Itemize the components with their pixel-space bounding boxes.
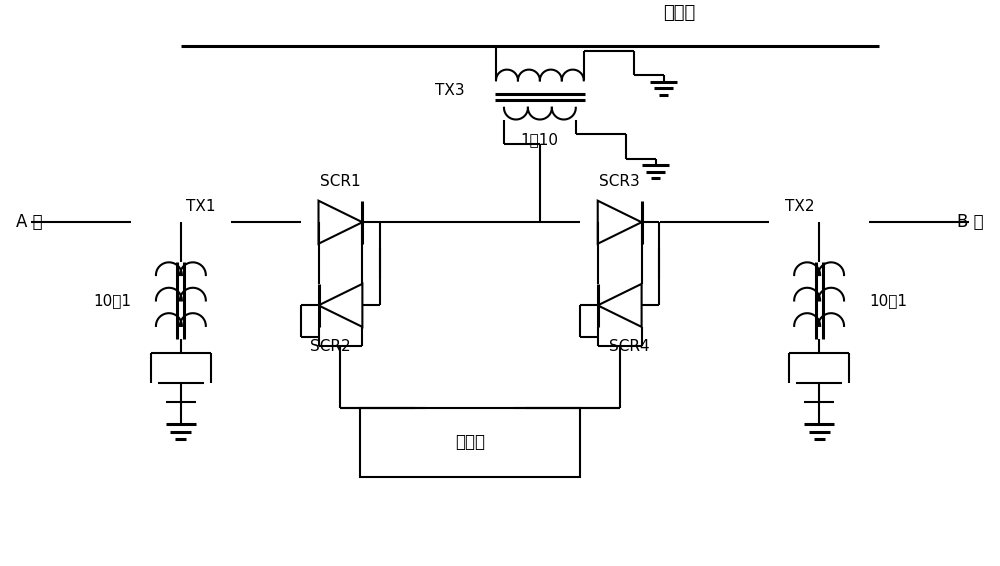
Bar (360, 408, 580, 477)
Text: SCR4: SCR4 (609, 338, 650, 354)
Text: 控制器: 控制器 (455, 434, 485, 451)
Text: A 相: A 相 (16, 213, 43, 231)
Text: 1：10: 1：10 (520, 132, 558, 147)
Text: SCR2: SCR2 (310, 338, 351, 354)
Text: B 相: B 相 (957, 213, 984, 231)
Text: 中性段: 中性段 (663, 4, 696, 22)
Text: TX2: TX2 (785, 199, 814, 215)
Text: SCR1: SCR1 (320, 174, 361, 189)
Text: TX3: TX3 (435, 83, 465, 98)
Text: TX1: TX1 (186, 199, 215, 215)
Text: 10：1: 10：1 (93, 293, 131, 308)
Text: SCR3: SCR3 (599, 174, 640, 189)
Text: 10：1: 10：1 (869, 293, 907, 308)
